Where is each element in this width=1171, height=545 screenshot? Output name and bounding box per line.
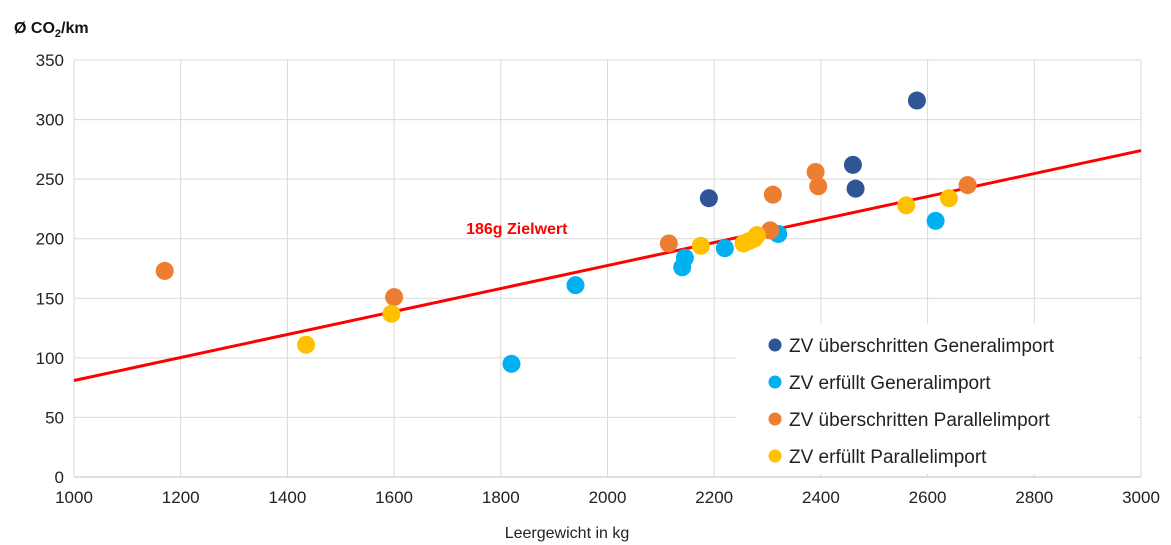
legend-marker	[768, 412, 782, 426]
x-tick-label: 1600	[375, 488, 413, 507]
y-axis-ticks: 0 50 100 150 200 250 300 350	[36, 51, 64, 487]
x-tick-label: 2200	[695, 488, 733, 507]
x-tick-label: 2600	[909, 488, 947, 507]
data-point	[659, 234, 678, 253]
data-point	[907, 91, 926, 110]
legend-background	[736, 324, 1138, 474]
data-point	[502, 354, 521, 373]
x-tick-label: 2400	[802, 488, 840, 507]
y-axis-title: Ø CO2/km	[14, 20, 89, 40]
legend-label: ZV überschritten Generalimport	[789, 336, 1055, 357]
x-tick-label: 1800	[482, 488, 520, 507]
data-point	[699, 189, 718, 208]
y-tick-label: 300	[36, 111, 64, 130]
data-point	[675, 248, 694, 267]
x-axis-title: Leergewicht in kg	[505, 525, 630, 542]
data-point	[385, 288, 404, 307]
x-tick-label: 2800	[1015, 488, 1053, 507]
legend-label: ZV erfüllt Generalimport	[789, 373, 991, 394]
data-point	[715, 239, 734, 258]
data-point	[691, 236, 710, 255]
data-point	[809, 177, 828, 196]
data-point	[747, 226, 766, 245]
legend-label: ZV überschritten Parallelimport	[789, 410, 1051, 431]
y-tick-label: 100	[36, 349, 64, 368]
legend-label: ZV erfüllt Parallelimport	[789, 447, 987, 468]
x-tick-label: 2000	[589, 488, 627, 507]
y-tick-label: 350	[36, 51, 64, 70]
data-point	[897, 196, 916, 215]
x-tick-label: 1400	[268, 488, 306, 507]
data-point	[566, 276, 585, 295]
legend-marker	[768, 338, 782, 352]
y-tick-label: 150	[36, 289, 64, 308]
target-line-label: 186g Zielwert	[466, 221, 568, 238]
y-axis-title-subscript: 2	[55, 28, 61, 40]
y-tick-label: 200	[36, 230, 64, 249]
legend: ZV überschritten Generalimport ZV erfüllt…	[736, 324, 1138, 474]
x-tick-label: 1000	[55, 488, 93, 507]
x-tick-label: 1200	[162, 488, 200, 507]
grid	[73, 59, 1142, 478]
data-point	[926, 211, 945, 230]
data-points	[155, 91, 977, 373]
data-point	[958, 176, 977, 195]
data-point	[763, 185, 782, 204]
legend-marker	[768, 449, 782, 463]
x-axis-ticks: 1000 1200 1400 1600 1800 2000 2200 2400 2600 2800…	[55, 488, 1160, 507]
data-point	[155, 261, 174, 280]
data-point	[846, 179, 865, 198]
data-point	[382, 304, 401, 323]
y-tick-label: 250	[36, 170, 64, 189]
legend-marker	[768, 375, 782, 389]
data-point	[843, 155, 862, 174]
y-tick-label: 50	[45, 408, 64, 427]
y-tick-label: 0	[55, 468, 64, 487]
data-point	[806, 162, 825, 181]
data-point	[939, 189, 958, 208]
x-tick-label: 3000	[1122, 488, 1160, 507]
data-point	[297, 335, 316, 354]
